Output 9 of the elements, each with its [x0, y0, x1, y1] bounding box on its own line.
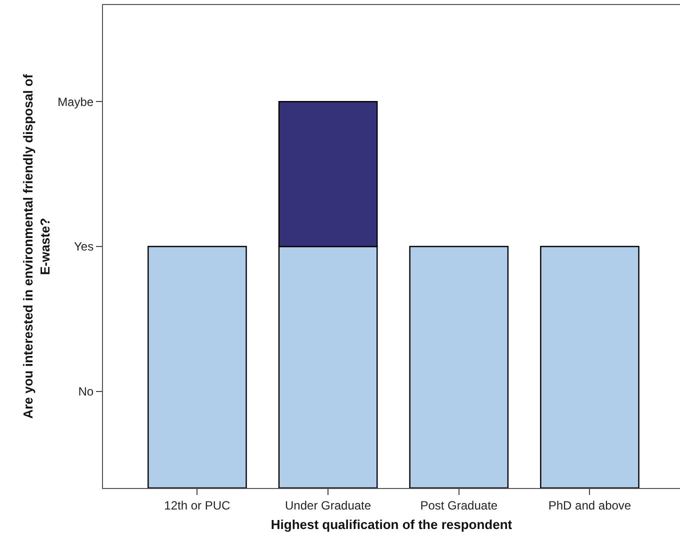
x-tick-label: Post Graduate	[420, 498, 498, 512]
text: Maybe	[58, 94, 94, 109]
y-axis-title: Are you interested in environmental friendly disposal of E-waste?	[20, 74, 53, 419]
x-axis-title: Highest qualification of the respondent	[270, 517, 513, 532]
text: No	[78, 384, 94, 399]
x-tick-label: Under Graduate	[285, 498, 372, 512]
x-tick-label: 12th or PUC	[164, 498, 231, 512]
text: Yes	[74, 240, 94, 254]
x-tick-label: PhD and above	[548, 498, 632, 512]
